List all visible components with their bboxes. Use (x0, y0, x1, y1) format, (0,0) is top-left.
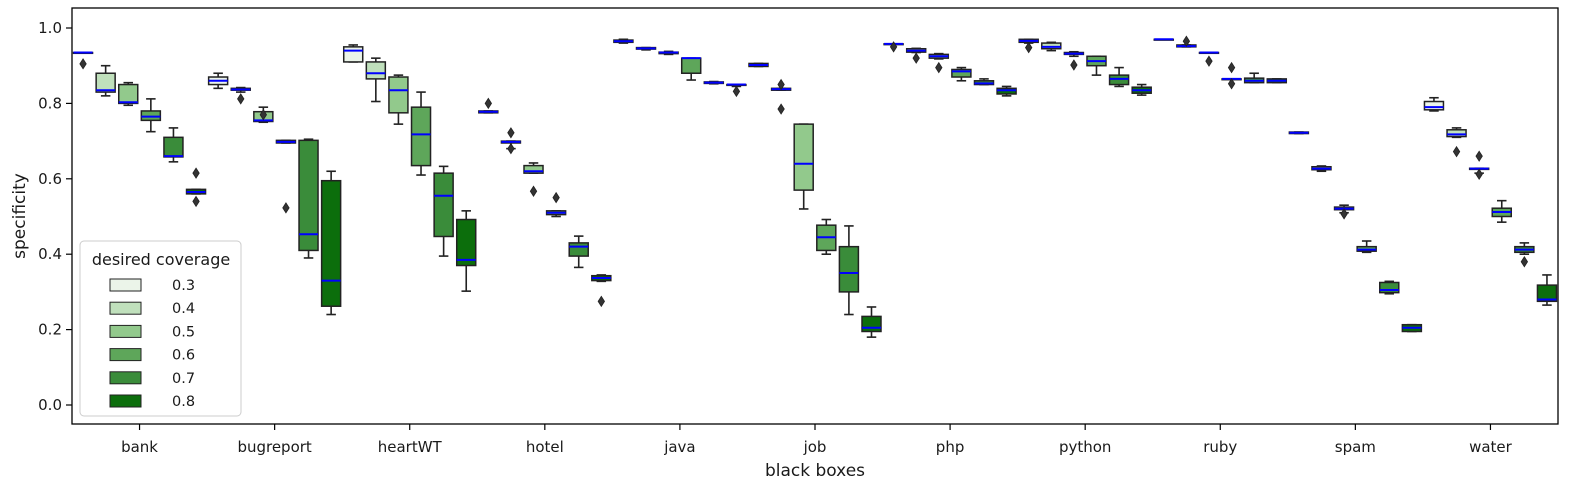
legend-label: 0.8 (172, 394, 195, 410)
outlier-point (1452, 145, 1461, 158)
box (388, 76, 409, 114)
series-0.8 (185, 78, 1558, 338)
outlier-point (1475, 150, 1483, 162)
x-tick-label: ruby (1203, 438, 1237, 456)
series-0.3 (72, 38, 1445, 135)
outlier-point (484, 97, 492, 110)
box (342, 46, 364, 63)
x-tick-label: bugreport (237, 438, 311, 456)
outlier-point (259, 108, 268, 121)
box (95, 72, 116, 93)
legend: desired coverage 0.3 0.4 0.5 0.6 0.7 0.8 (79, 240, 242, 417)
box (410, 106, 432, 167)
box (568, 242, 589, 257)
x-tick-label: bank (121, 438, 158, 456)
box (1446, 129, 1467, 138)
y-tick-label: 0.2 (38, 321, 62, 339)
outlier-point (1025, 41, 1033, 54)
x-tick-label: water (1469, 438, 1513, 456)
x-tick-label: job (803, 438, 827, 456)
box (1536, 284, 1558, 303)
outlier-point (507, 142, 515, 155)
box (523, 164, 544, 174)
y-tick-label: 0.6 (38, 170, 62, 188)
outlier-point (1520, 255, 1529, 268)
legend-label: 0.7 (172, 371, 195, 387)
series-0.4 (95, 35, 1467, 173)
y-tick-label: 0.8 (38, 94, 62, 112)
legend-swatch (109, 278, 142, 292)
box (1379, 281, 1400, 294)
legend-label: 0.4 (172, 301, 195, 317)
box (365, 61, 387, 80)
box (951, 68, 972, 78)
x-tick-label: php (936, 438, 965, 456)
legend-swatch (109, 348, 142, 362)
box (838, 245, 860, 293)
axes-frame (71, 7, 1559, 425)
box (455, 218, 477, 267)
outlier-point (282, 202, 290, 214)
y-axis-label: specificity (10, 173, 30, 259)
legend-swatch (109, 394, 142, 408)
legend-swatch (109, 324, 142, 338)
outlier-point (552, 191, 560, 204)
x-axis: bank bugreport heartWT hotel java job php pytho… (121, 424, 1513, 456)
series-0.5 (117, 50, 1490, 220)
y-axis: 0.0 0.2 0.4 0.6 0.8 1.0 (38, 19, 72, 414)
outlier-point (732, 85, 741, 98)
box (117, 83, 139, 105)
outlier-point (1227, 61, 1236, 74)
y-tick-label: 0.0 (38, 396, 62, 414)
x-axis-label: black boxes (765, 461, 865, 481)
outlier-point (912, 52, 920, 64)
plot-area (72, 35, 1558, 338)
box (1423, 100, 1445, 111)
legend-label: 0.6 (172, 348, 195, 364)
outlier-point (597, 295, 605, 308)
outlier-point (237, 93, 245, 105)
x-tick-label: java (663, 438, 695, 456)
series-0.7 (163, 66, 1535, 316)
box (680, 57, 702, 74)
legend-label: 0.3 (172, 278, 195, 294)
outlier-point (1205, 55, 1213, 67)
box (163, 136, 184, 158)
legend-label: 0.5 (172, 324, 195, 340)
x-tick-label: hotel (526, 438, 564, 456)
outlier-point (79, 58, 87, 70)
legend-swatch (109, 371, 142, 385)
legend-swatch (109, 301, 142, 315)
box (433, 172, 454, 238)
outlier-point (1475, 168, 1483, 181)
outlier-point (777, 103, 785, 115)
x-tick-label: spam (1335, 438, 1376, 456)
outlier-point (507, 127, 515, 139)
outlier-point (1070, 59, 1078, 71)
box (320, 179, 342, 307)
outlier-point (935, 61, 943, 74)
outlier-point (777, 78, 785, 91)
box (793, 123, 814, 191)
y-tick-label: 1.0 (38, 19, 62, 37)
legend-title: desired coverage (92, 250, 230, 269)
outlier-point (1227, 78, 1236, 90)
x-tick-label: python (1059, 438, 1111, 456)
box (861, 315, 882, 333)
series-0.6 (140, 55, 1513, 255)
y-tick-label: 0.4 (38, 245, 62, 263)
outlier-point (529, 185, 538, 197)
outlier-point (192, 195, 200, 208)
x-tick-label: heartWT (378, 438, 443, 456)
outlier-point (192, 167, 200, 179)
outlier-point (1182, 35, 1191, 47)
outlier-point (1340, 208, 1348, 220)
outlier-point (889, 41, 898, 53)
box (298, 139, 319, 252)
